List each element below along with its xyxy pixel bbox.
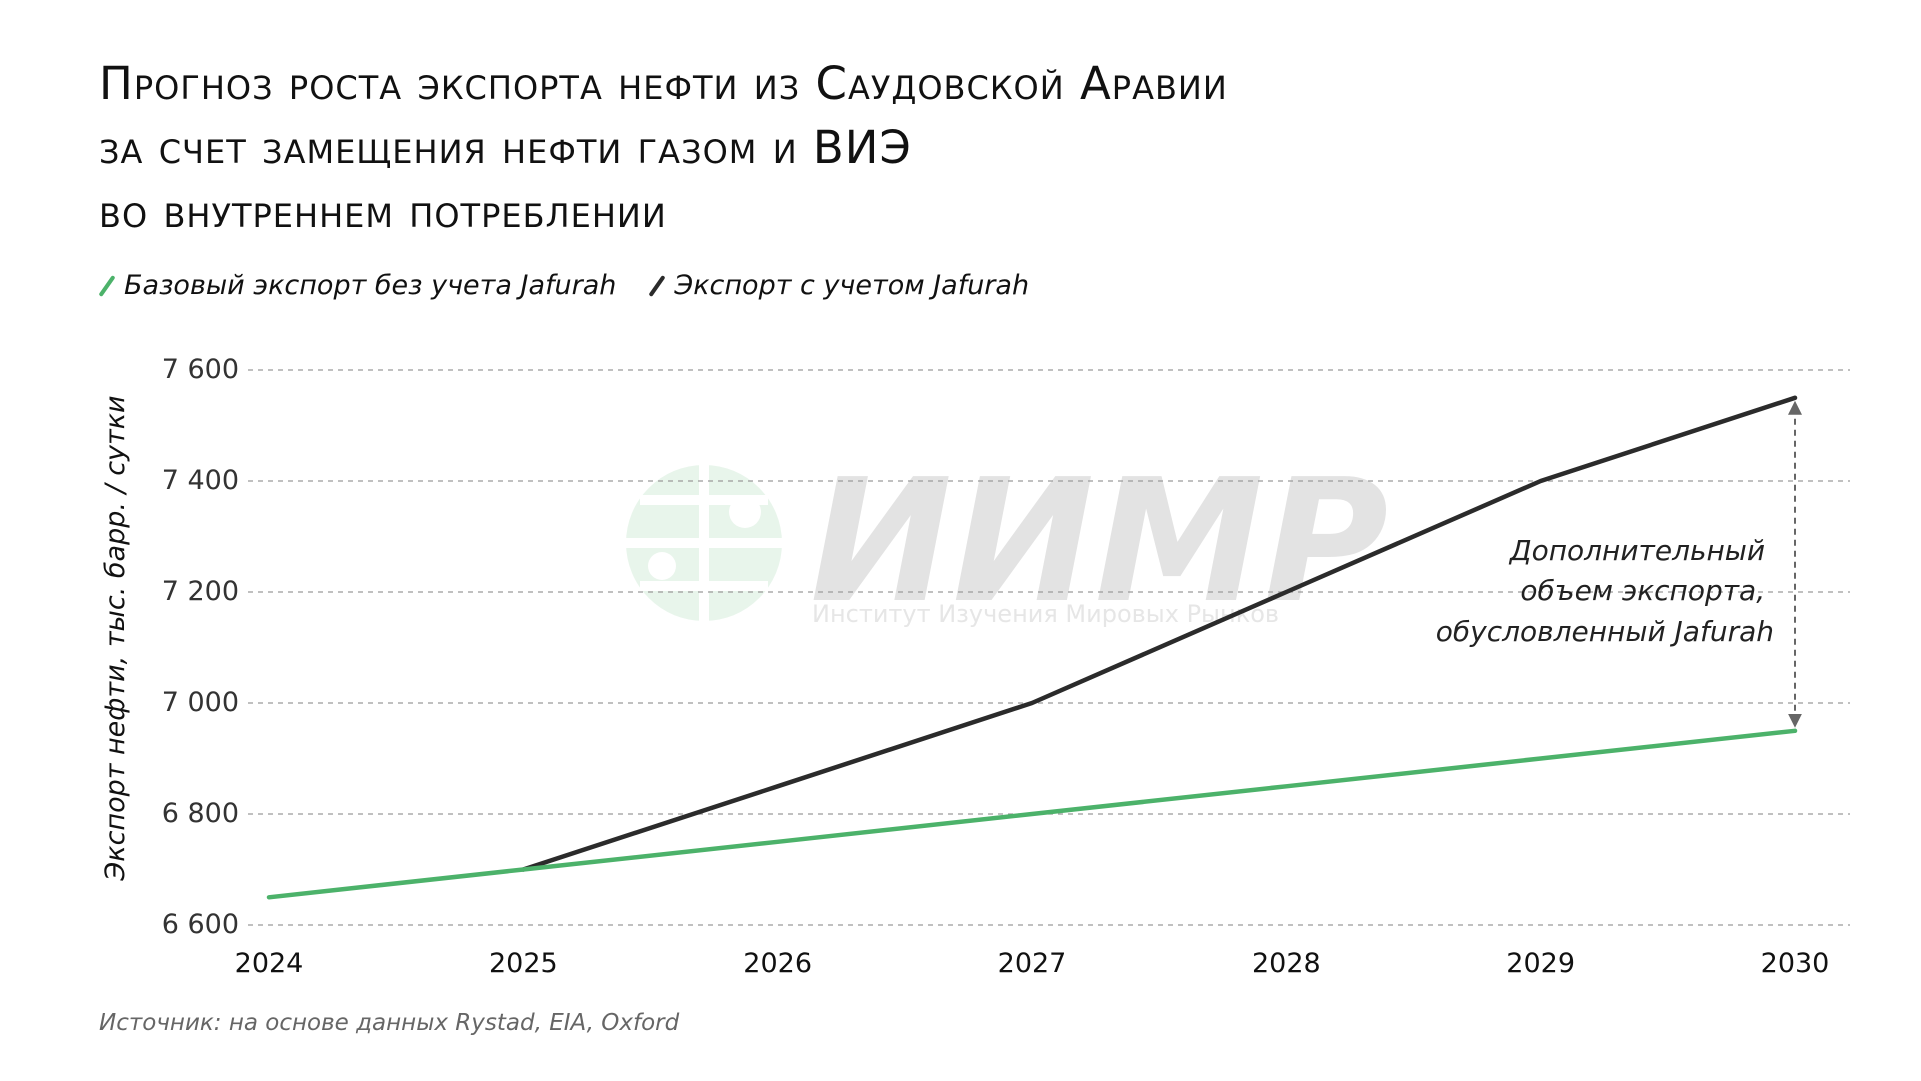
- watermark-logo-text: ИИМР: [810, 443, 1388, 641]
- x-tick-label: 2027: [998, 948, 1067, 979]
- source-note: Источник: на основе данных Rystad, EIA, …: [99, 1010, 680, 1036]
- y-tick-label: 7 200: [162, 576, 239, 607]
- globe-logo-icon: [626, 465, 782, 621]
- y-tick-label: 6 600: [162, 909, 239, 940]
- y-tick-label: 7 400: [162, 465, 239, 496]
- legend-item-jafurah: Экспорт с учетом Jafurah: [646, 270, 1029, 301]
- annotation-line-2: объем экспорта,: [1520, 574, 1765, 607]
- series-line-jafurah: [521, 395, 1798, 872]
- title-line-3: во внутреннем потреблении: [99, 185, 667, 238]
- x-tick-label: 2030: [1761, 948, 1830, 979]
- y-tick-label: 7 600: [162, 354, 239, 385]
- series-line-base: [266, 728, 1798, 900]
- y-axis-label: Экспорт нефти, тыс. барр. / сутки: [100, 395, 131, 881]
- x-tick-label: 2028: [1252, 948, 1321, 979]
- series-layer: [266, 395, 1798, 900]
- x-axis-ticks: 2024 2025 2026 2027 2028 2029 2030: [235, 948, 1830, 979]
- y-tick-label: 7 000: [162, 687, 239, 718]
- chart-title: Прогноз роста экспорта нефти из Саудовск…: [99, 52, 1799, 244]
- legend-item-base: Базовый экспорт без учета Jafurah: [96, 270, 616, 301]
- x-tick-label: 2025: [489, 948, 558, 979]
- annotation-line-3: обусловленный Jafurah: [1436, 615, 1774, 648]
- x-tick-label: 2024: [235, 948, 304, 979]
- legend-label-base: Базовый экспорт без учета Jafurah: [124, 270, 617, 301]
- y-axis-ticks: 6 600 6 800 7 000 7 200 7 400 7 600: [162, 354, 239, 940]
- legend: Базовый экспорт без учета Jafurah Экспор…: [96, 270, 1029, 301]
- x-tick-label: 2026: [743, 948, 812, 979]
- annotation: Дополнительный объем экспорта, обусловле…: [1436, 400, 1802, 728]
- title-line-2: за счет замещения нефти газом и ВИЭ: [99, 121, 912, 174]
- y-tick-label: 6 800: [162, 798, 239, 829]
- annotation-text: Дополнительный объем экспорта, обусловле…: [1436, 534, 1774, 648]
- watermark-subtitle: Институт Изучения Мировых Рынков: [812, 600, 1279, 628]
- watermark: ИИМР Институт Изучения Мировых Рынков: [626, 443, 1388, 641]
- x-tick-label: 2029: [1506, 948, 1575, 979]
- title-line-1: Прогноз роста экспорта нефти из Саудовск…: [99, 57, 1228, 110]
- annotation-line-1: Дополнительный: [1508, 534, 1765, 567]
- legend-label-jafurah: Экспорт с учетом Jafurah: [674, 270, 1030, 301]
